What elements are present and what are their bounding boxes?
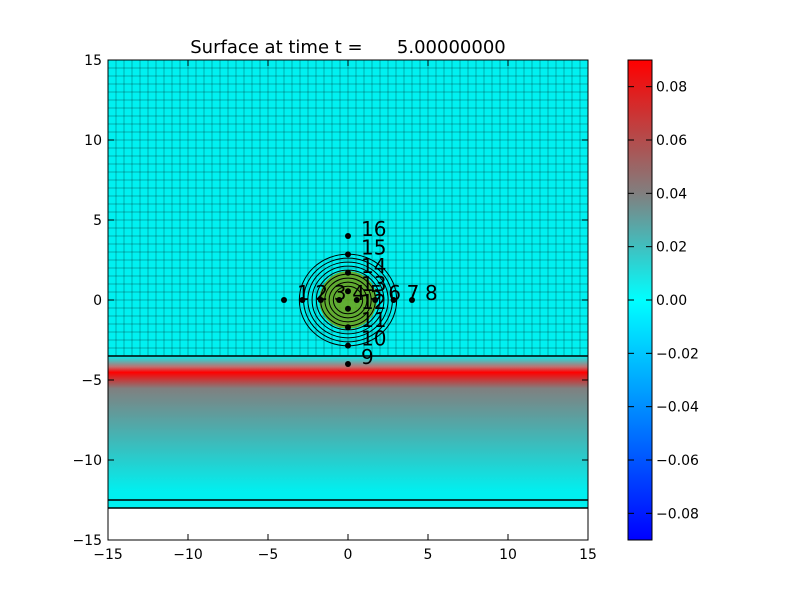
- y-tick-label: 15: [84, 53, 102, 69]
- gauge-dot: [317, 297, 324, 303]
- gauge-label: 10: [361, 327, 386, 351]
- y-tick-label: 5: [93, 213, 102, 229]
- contour-ring: [307, 261, 389, 339]
- gauge-dot: [281, 297, 287, 303]
- gauge-dot: [345, 342, 351, 349]
- x-tick-label: 10: [499, 547, 517, 563]
- colorbar-ticks: −0.08 −0.06 −0.04 −0.02 0.00 0.02 0.04 0.06 0.08: [628, 80, 699, 522]
- gauge-label: 15: [361, 235, 386, 259]
- gauge-dot: [372, 297, 379, 303]
- gauge-label: 16: [361, 217, 386, 241]
- gauge-dot: [345, 305, 351, 312]
- colorbar: −0.08 −0.06 −0.04 −0.02 0.00 0.02 0.04 0.06 0.08: [627, 59, 699, 541]
- axes-ticks: −15 −10 −5 0 5 10 15 −15 −10 −5 0 5 10 15: [72, 53, 596, 563]
- gauge-label: 14: [361, 254, 386, 278]
- y-tick-label: 0: [93, 293, 102, 309]
- gauge-dot: [345, 233, 351, 239]
- x-tick-label: 15: [579, 547, 597, 563]
- gauge-dot: [390, 297, 397, 303]
- red-band: [108, 356, 588, 492]
- x-tick-label: 0: [344, 547, 353, 563]
- colorbar-tick-label: 0.02: [656, 240, 687, 256]
- colorbar-tick-label: 0.00: [656, 293, 687, 309]
- contour-ring: [311, 265, 385, 335]
- gauge-label: 9: [361, 345, 374, 369]
- gauge-label: 11: [361, 308, 386, 332]
- colorbar-tick-label: −0.02: [656, 346, 699, 362]
- colorbar-tick-label: 0.06: [656, 133, 687, 149]
- domain-lines: [108, 355, 588, 509]
- colorbar-tick-label: 0.04: [656, 186, 687, 202]
- gauge-dot: [345, 324, 351, 331]
- x-tick-label: −15: [93, 547, 123, 563]
- x-tick-label: 5: [424, 547, 433, 563]
- gauge-dot: [345, 361, 351, 367]
- gauge-dot: [353, 297, 360, 303]
- gauge-dot: [345, 251, 351, 258]
- colorbar-tick-label: −0.08: [656, 506, 699, 522]
- gauge-dot: [345, 288, 351, 295]
- x-tick-label: −10: [173, 547, 203, 563]
- gauge-dot: [299, 297, 306, 303]
- colorbar-tick-label: −0.06: [656, 453, 699, 469]
- gauge-dot: [409, 297, 415, 303]
- contour-ring: [324, 277, 372, 323]
- gauge-dot: [336, 297, 343, 303]
- gauge-label: 12: [361, 290, 386, 314]
- y-tick-label: 10: [84, 133, 102, 149]
- colorbar-tick-label: 0.08: [656, 80, 687, 96]
- contour-ring: [328, 281, 368, 319]
- hump-fill: [319, 271, 377, 329]
- y-tick-label: −10: [72, 453, 102, 469]
- y-tick-label: −5: [81, 373, 102, 389]
- colorbar-tick-label: −0.04: [656, 400, 699, 416]
- gauge-label: 8: [425, 281, 438, 305]
- chart-title: Surface at time t = 5.00000000: [190, 37, 505, 58]
- gauge-label: 13: [361, 272, 386, 296]
- x-tick-label: −5: [258, 547, 279, 563]
- y-tick-label: −15: [72, 533, 102, 549]
- gauge-dot: [345, 269, 351, 276]
- contour-ring: [332, 285, 364, 315]
